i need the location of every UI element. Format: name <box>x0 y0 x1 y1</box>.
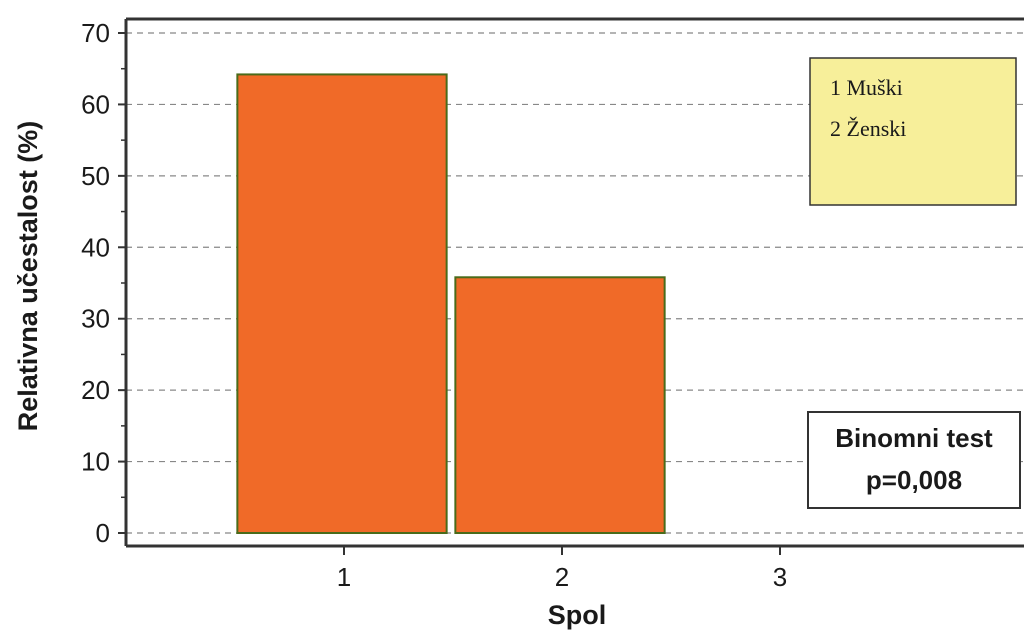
y-axis-title: Relativna učestalost (%) <box>13 121 43 432</box>
stat-p-value: p=0,008 <box>866 465 962 495</box>
bar-1 <box>236 73 448 535</box>
legend-entry-2: 2 Ženski <box>830 116 906 141</box>
legend-entry-1: 1 Muški <box>830 75 903 100</box>
x-tick-label: 3 <box>773 562 787 592</box>
x-tick-label: 2 <box>555 562 569 592</box>
y-tick-label: 70 <box>81 18 110 48</box>
legend-box: 1 Muški 2 Ženski <box>809 57 1017 206</box>
stat-test-name: Binomni test <box>835 423 993 453</box>
y-tick-label: 50 <box>81 161 110 191</box>
y-ticks: 0 10 20 30 40 50 60 70 <box>81 18 126 548</box>
x-tick-label: 1 <box>337 562 351 592</box>
y-tick-label: 10 <box>81 447 110 477</box>
y-tick-label: 60 <box>81 89 110 119</box>
y-tick-label: 30 <box>81 304 110 334</box>
y-tick-label: 0 <box>96 518 110 548</box>
y-tick-label: 40 <box>81 232 110 262</box>
x-ticks: 1 2 3 <box>337 546 787 592</box>
y-tick-label: 20 <box>81 375 110 405</box>
bar-2 <box>454 276 666 534</box>
bars <box>236 73 666 535</box>
stat-annotation-box: Binomni test p=0,008 <box>807 411 1021 509</box>
x-axis-title: Spol <box>548 600 607 630</box>
